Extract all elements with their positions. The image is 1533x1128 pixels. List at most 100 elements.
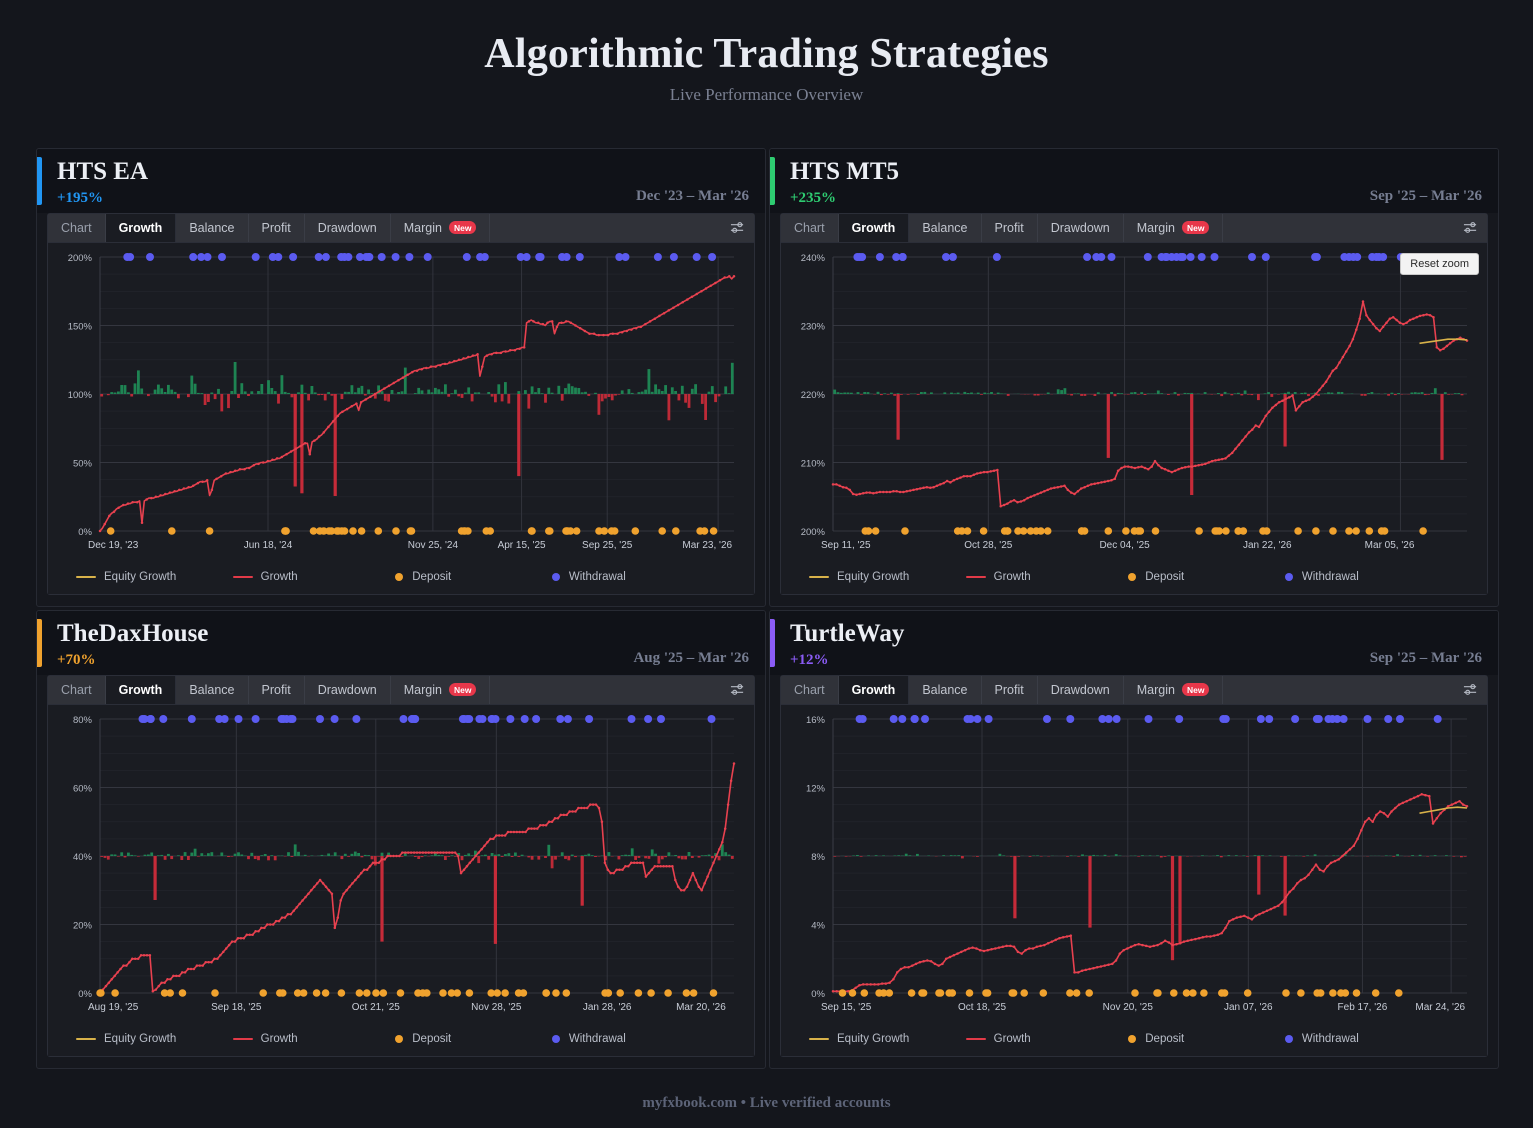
- account-panel: HTS MT5 +235% Sep '25 – Mar '26 Chart Gro…: [769, 148, 1499, 607]
- chart-plot-area[interactable]: 0% 50% 100% 150% 200% Dec 19, '23 Jun 18, '24 N…: [48, 242, 754, 565]
- legend-equity-growth[interactable]: Equity Growth: [809, 571, 966, 583]
- svg-text:4%: 4%: [811, 920, 825, 931]
- chart-widget: Chart Growth Balance Profit Drawdown Margin Ne…: [47, 675, 755, 1057]
- tabbar-spacer: [490, 676, 720, 704]
- chart-plot-area[interactable]: 0% 20% 40% 60% 80% Aug 19, '25 Sep 18, '25 Oct …: [48, 704, 754, 1027]
- svg-text:Nov 28, '25: Nov 28, '25: [471, 1002, 522, 1013]
- chart-settings-button[interactable]: [720, 676, 754, 704]
- tab-chart[interactable]: Chart: [48, 676, 106, 704]
- chart-widget: Chart Growth Balance Profit Drawdown Margin Ne…: [47, 213, 755, 595]
- chart-plot-area[interactable]: 200% 210% 220% 230% 240% Sep 11, '25 Oct 28, '…: [781, 242, 1487, 565]
- legend-deposit[interactable]: Deposit: [1122, 571, 1279, 583]
- legend-deposit[interactable]: Deposit: [389, 571, 546, 583]
- legend-growth[interactable]: Growth: [965, 571, 1123, 583]
- account-panel: TheDaxHouse +70% Aug '25 – Mar '26 Chart…: [36, 610, 766, 1069]
- tab-label: Margin: [403, 220, 442, 235]
- tab-margin[interactable]: Margin New: [390, 676, 491, 704]
- tab-label: Margin: [403, 682, 442, 697]
- tab-balance[interactable]: Balance: [909, 214, 982, 242]
- svg-text:Dec 19, '23: Dec 19, '23: [88, 540, 139, 551]
- reset-zoom-button[interactable]: Reset zoom: [1400, 252, 1479, 275]
- svg-text:150%: 150%: [68, 321, 93, 332]
- tab-margin[interactable]: Margin New: [1123, 676, 1224, 704]
- growth-line-swatch: [965, 1038, 986, 1041]
- svg-text:Feb 17, '26: Feb 17, '26: [1338, 1002, 1388, 1013]
- tab-label: Margin: [1136, 220, 1175, 235]
- tab-balance[interactable]: Balance: [909, 676, 982, 704]
- panel-header: TheDaxHouse +70% Aug '25 – Mar '26: [37, 611, 765, 675]
- legend-deposit[interactable]: Deposit: [389, 1033, 546, 1045]
- chart-settings-button[interactable]: [1453, 214, 1487, 242]
- chart-widget: Chart Growth Balance Profit Drawdown Margin Ne…: [780, 675, 1488, 1057]
- tab-margin[interactable]: Margin New: [390, 214, 491, 242]
- legend-equity-growth[interactable]: Equity Growth: [76, 1033, 233, 1045]
- svg-text:Mar 23, '26: Mar 23, '26: [682, 540, 732, 551]
- chart-tabbar: Chart Growth Balance Profit Drawdown Margin Ne…: [781, 676, 1487, 705]
- account-date-range: Sep '25 – Mar '26: [1369, 650, 1482, 666]
- accent-bar: [37, 619, 42, 667]
- tab-label: Balance: [922, 682, 968, 697]
- chart-settings-button[interactable]: [1453, 676, 1487, 704]
- growth-chart-svg[interactable]: 0% 20% 40% 60% 80% Aug 19, '25 Sep 18, '25 Oct …: [48, 704, 754, 1027]
- tab-profit[interactable]: Profit: [248, 214, 305, 242]
- legend-withdrawal[interactable]: Withdrawal: [1279, 571, 1459, 583]
- legend-deposit[interactable]: Deposit: [1122, 1033, 1279, 1045]
- svg-text:80%: 80%: [73, 715, 93, 726]
- growth-chart-svg[interactable]: 0% 4% 8% 12% 16% Sep 15, '25 Oct 18, '25 Nov 20…: [781, 704, 1487, 1027]
- tab-margin[interactable]: Margin New: [1123, 214, 1224, 242]
- legend-growth[interactable]: Growth: [232, 571, 390, 583]
- chart-legend: Equity Growth Growth Deposit Withdrawal: [781, 1026, 1487, 1056]
- svg-text:230%: 230%: [801, 321, 826, 332]
- tab-profit[interactable]: Profit: [981, 214, 1038, 242]
- legend-equity-growth[interactable]: Equity Growth: [76, 571, 233, 583]
- tab-growth[interactable]: Growth: [105, 676, 177, 704]
- tab-growth[interactable]: Growth: [838, 676, 910, 704]
- tab-chart[interactable]: Chart: [781, 214, 839, 242]
- legend-withdrawal[interactable]: Withdrawal: [546, 571, 726, 583]
- panel-header: HTS EA +195% Dec '23 – Mar '26: [37, 149, 765, 213]
- svg-text:20%: 20%: [73, 920, 93, 931]
- tab-drawdown[interactable]: Drawdown: [1037, 214, 1124, 242]
- margin-new-badge: New: [448, 221, 477, 235]
- tab-label: Growth: [118, 682, 163, 697]
- legend-growth[interactable]: Growth: [232, 1033, 390, 1045]
- tab-growth[interactable]: Growth: [105, 214, 177, 242]
- svg-text:Sep 11, '25: Sep 11, '25: [821, 540, 871, 551]
- chart-settings-button[interactable]: [720, 214, 754, 242]
- legend-label: Deposit: [1145, 1033, 1185, 1046]
- growth-chart-svg[interactable]: 200% 210% 220% 230% 240% Sep 11, '25 Oct 28, '…: [781, 242, 1487, 565]
- tab-profit[interactable]: Profit: [981, 676, 1038, 704]
- account-gain: +12%: [790, 652, 829, 668]
- tab-label: Profit: [994, 220, 1024, 235]
- chart-plot-area[interactable]: 0% 4% 8% 12% 16% Sep 15, '25 Oct 18, '25 Nov 20…: [781, 704, 1487, 1027]
- legend-withdrawal[interactable]: Withdrawal: [546, 1033, 726, 1045]
- tab-chart[interactable]: Chart: [781, 676, 839, 704]
- legend-label: Deposit: [412, 571, 452, 584]
- svg-text:Sep 25, '25: Sep 25, '25: [582, 540, 633, 551]
- legend-growth[interactable]: Growth: [965, 1033, 1123, 1045]
- svg-text:Apr 15, '25: Apr 15, '25: [498, 540, 546, 551]
- svg-text:100%: 100%: [68, 390, 93, 401]
- svg-text:8%: 8%: [811, 852, 825, 863]
- tab-chart[interactable]: Chart: [48, 214, 106, 242]
- growth-chart-svg[interactable]: 0% 50% 100% 150% 200% Dec 19, '23 Jun 18, '24 N…: [48, 242, 754, 565]
- legend-label: Deposit: [412, 1033, 452, 1046]
- growth-line-swatch: [232, 1038, 253, 1041]
- tab-drawdown[interactable]: Drawdown: [304, 214, 391, 242]
- tab-drawdown[interactable]: Drawdown: [304, 676, 391, 704]
- svg-text:Nov 25, '24: Nov 25, '24: [408, 540, 459, 551]
- tab-balance[interactable]: Balance: [176, 214, 249, 242]
- legend-withdrawal[interactable]: Withdrawal: [1279, 1033, 1459, 1045]
- legend-equity-growth[interactable]: Equity Growth: [809, 1033, 966, 1045]
- tab-profit[interactable]: Profit: [248, 676, 305, 704]
- tab-balance[interactable]: Balance: [176, 676, 249, 704]
- equity-growth-line-swatch: [76, 576, 96, 579]
- page-footer: myfxbook.com • Live verified accounts: [642, 1095, 891, 1111]
- tab-drawdown[interactable]: Drawdown: [1037, 676, 1124, 704]
- tab-growth[interactable]: Growth: [838, 214, 910, 242]
- equity-growth-line-swatch: [809, 576, 829, 579]
- withdrawal-dot-swatch: [551, 573, 560, 582]
- equity-growth-line-swatch: [809, 1038, 829, 1041]
- account-gain: +235%: [790, 190, 837, 206]
- tab-label: Drawdown: [317, 220, 377, 235]
